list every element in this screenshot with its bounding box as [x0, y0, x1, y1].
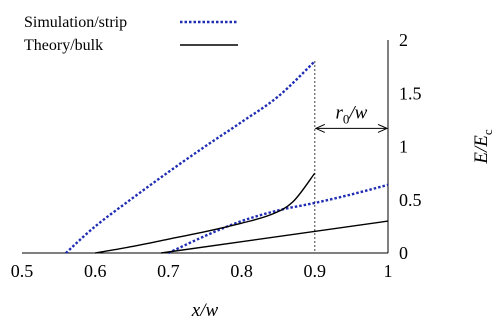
- x-tick-label: 0.9: [304, 261, 327, 281]
- series-line: [167, 183, 389, 255]
- series-line: [95, 172, 316, 254]
- x-tick-label: 0.5: [11, 261, 34, 281]
- x-tick-label: 0.6: [84, 261, 107, 281]
- y-tick-label: 2: [399, 30, 408, 50]
- series-line: [160, 220, 389, 254]
- legend-label: Theory/bulk: [24, 37, 103, 54]
- annotation-arrowhead: [314, 123, 326, 133]
- x-tick-label: 1: [384, 261, 393, 281]
- annotation-label: r0/w: [335, 102, 367, 126]
- x-tick-label: 0.8: [230, 261, 253, 281]
- y-tick-label: 1: [399, 137, 408, 157]
- y-tick-label: 0.5: [399, 190, 422, 210]
- x-tick-label: 0.7: [157, 261, 180, 281]
- y-tick-label: 1.5: [399, 83, 422, 103]
- legend-label: Simulation/strip: [24, 14, 127, 31]
- axes: [22, 40, 389, 254]
- legend: Simulation/strip Theory/bulk: [24, 14, 238, 54]
- y-axis-label: E/Ec: [471, 129, 495, 165]
- x-axis-label: x/w: [191, 300, 219, 321]
- tick-labels: 0.5 0.6 0.7 0.8 0.9 100.511.52: [11, 30, 422, 281]
- y-tick-label: 0: [399, 243, 408, 263]
- series-group: [65, 60, 389, 255]
- series-line: [65, 60, 316, 254]
- annotations: r0/w: [314, 102, 389, 133]
- annotation-arrowhead: [377, 123, 389, 133]
